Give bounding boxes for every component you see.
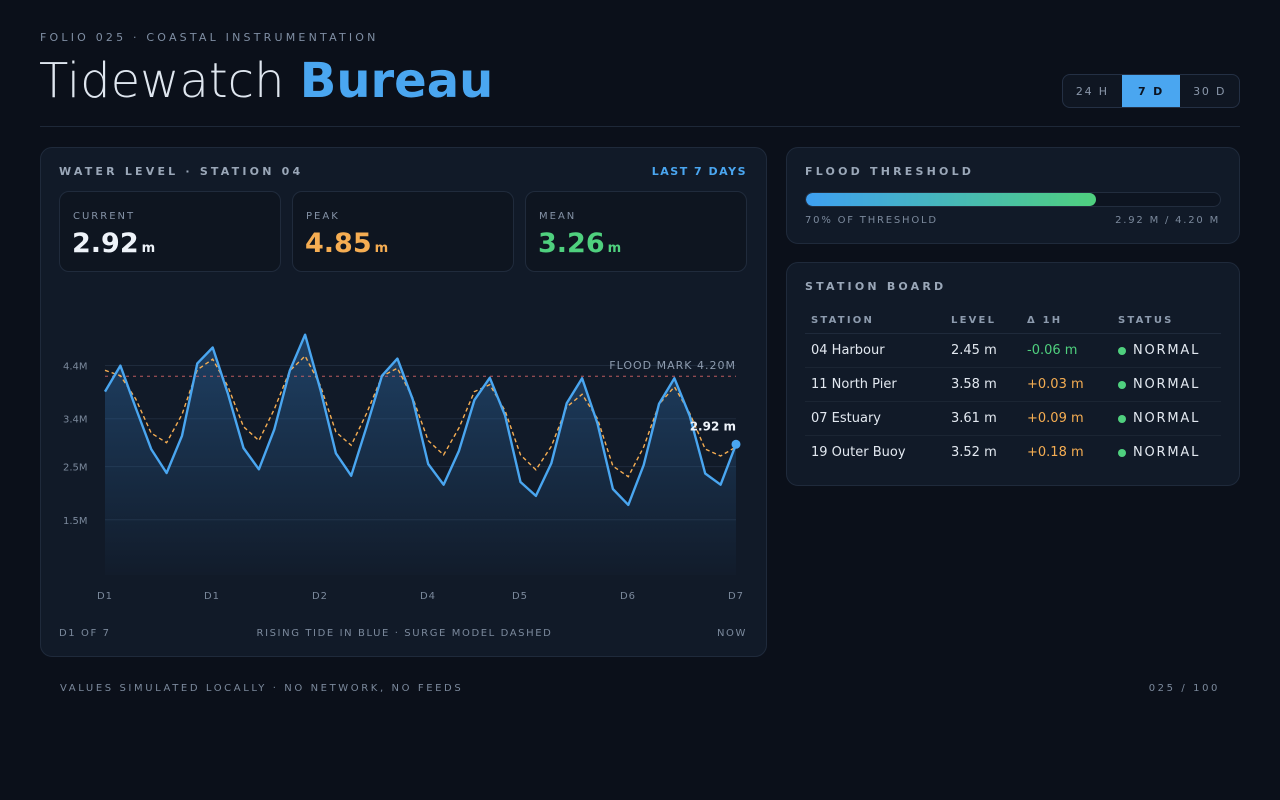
status-label: NORMAL — [1133, 342, 1201, 358]
title-bold: Bureau — [299, 53, 494, 109]
stat-mean-unit: m — [607, 241, 622, 256]
chart-footer-left: D1 OF 7 — [59, 628, 111, 639]
flood-progress-bar — [805, 192, 1221, 207]
x-tick-label: D4 — [420, 591, 436, 602]
status-label: NORMAL — [1133, 444, 1201, 460]
status-dot-icon — [1118, 380, 1126, 389]
x-tick-label: D6 — [620, 591, 636, 602]
station-board-heading: STATION BOARD — [805, 280, 947, 293]
flood-caption-left: 70% OF THRESHOLD — [805, 215, 938, 226]
stat-peak-value: 4.85 m — [305, 228, 388, 259]
page-footer-folio: 025 / 100 — [1148, 683, 1220, 694]
stat-current-value: 2.92 m — [72, 228, 155, 259]
water-level-card: WATER LEVEL · STATION 04 LAST 7 DAYS CUR… — [40, 147, 767, 657]
station-level: 3.58 m — [945, 367, 1021, 402]
range-7d-button[interactable]: 7 D — [1121, 75, 1181, 107]
station-status: NORMAL — [1112, 401, 1221, 436]
station-delta: -0.06 m — [1021, 333, 1112, 368]
station-level: 3.61 m — [945, 401, 1021, 436]
stat-peak-number: 4.85 — [305, 228, 372, 259]
range-24h-button[interactable]: 24 H — [1075, 84, 1109, 98]
y-tick-label: 4.4M — [63, 362, 88, 373]
current-point — [731, 439, 741, 449]
stat-mean-number: 3.26 — [538, 228, 605, 259]
station-delta: +0.18 m — [1027, 444, 1084, 460]
column-header-status: STATUS — [1112, 309, 1221, 334]
stat-mean: MEAN 3.26 m — [525, 191, 747, 272]
stat-current-label: CURRENT — [73, 211, 136, 222]
x-tick-label: D1 — [97, 591, 113, 602]
station-name: 04 Harbour — [805, 333, 945, 368]
folio-label: FOLIO 025 · COASTAL INSTRUMENTATION — [40, 31, 379, 44]
column-header-station: STATION — [805, 309, 945, 334]
status-dot-icon — [1118, 448, 1126, 457]
title-light: Tidewatch — [39, 53, 285, 109]
rising-tide-line — [103, 333, 738, 507]
station-board-card: STATION BOARD STATION LEVEL Δ 1H STATUS … — [786, 262, 1240, 486]
station-level: 3.52 m — [951, 444, 997, 460]
x-tick-label: D2 — [312, 591, 328, 602]
status-label: NORMAL — [1133, 376, 1201, 392]
station-name: 19 Outer Buoy — [811, 444, 906, 460]
stat-peak-label: PEAK — [306, 211, 340, 222]
column-header-delta: Δ 1H — [1021, 309, 1112, 334]
station-status: NORMAL — [1112, 435, 1221, 469]
stat-current-number: 2.92 — [72, 228, 139, 259]
station-status: NORMAL — [1112, 333, 1221, 368]
stat-mean-label: MEAN — [539, 211, 577, 222]
x-tick-label: D5 — [512, 591, 528, 602]
page-title: Tidewatch Bureau — [39, 52, 493, 110]
chart-footer-legend: RISING TIDE IN BLUE · SURGE MODEL DASHED — [256, 628, 553, 639]
surge-model-line — [104, 354, 737, 478]
page-footer-note: VALUES SIMULATED LOCALLY · NO NETWORK, N… — [60, 683, 464, 694]
flood-threshold-card: FLOOD THRESHOLD 70% OF THRESHOLD 2.92 M … — [786, 147, 1240, 244]
station-status: NORMAL — [1112, 367, 1221, 402]
station-name: 07 Estuary — [805, 401, 945, 436]
station-delta: +0.03 m — [1021, 367, 1112, 402]
water-level-heading: WATER LEVEL · STATION 04 — [59, 165, 304, 178]
table-row[interactable]: 11 North Pier 3.58 m +0.03 m NORMAL — [805, 367, 1221, 402]
x-tick-label: D7 — [728, 591, 744, 602]
current-value-label: 2.92 m — [690, 419, 736, 433]
y-tick-label: 1.5M — [63, 516, 88, 527]
table-row[interactable]: 07 Estuary 3.61 m +0.09 m NORMAL — [805, 401, 1221, 436]
station-table: STATION LEVEL Δ 1H STATUS 04 Harbour 2.4… — [805, 309, 1221, 469]
y-tick-label: 2.5M — [63, 463, 88, 474]
stat-peak: PEAK 4.85 m — [292, 191, 514, 272]
table-header-row: STATION LEVEL Δ 1H STATUS — [805, 309, 1221, 334]
station-name: 11 North Pier — [805, 367, 945, 402]
status-dot-icon — [1118, 414, 1126, 423]
stat-current-unit: m — [141, 241, 156, 256]
table-row[interactable]: 04 Harbour 2.45 m -0.06 m NORMAL — [805, 333, 1221, 368]
flood-progress-fill — [806, 193, 1096, 206]
tide-area — [105, 334, 736, 575]
station-delta: +0.09 m — [1021, 401, 1112, 436]
status-label: NORMAL — [1133, 410, 1201, 426]
period-label: LAST 7 DAYS — [651, 165, 747, 178]
status-dot-icon — [1118, 346, 1126, 355]
flood-threshold-heading: FLOOD THRESHOLD — [805, 165, 975, 178]
chart-footer-right: NOW — [716, 628, 747, 639]
column-header-level: LEVEL — [945, 309, 1021, 334]
x-tick-label: D1 — [204, 591, 220, 602]
flood-caption-right: 2.92 M / 4.20 M — [1115, 215, 1220, 226]
stat-peak-unit: m — [374, 241, 389, 256]
table-row[interactable]: 19 Outer Buoy 3.52 m +0.18 m NORMAL — [805, 435, 1221, 469]
range-30d-button[interactable]: 30 D — [1193, 84, 1227, 98]
header-divider — [40, 126, 1240, 127]
range-toggle: 24 H 7 D 30 D — [1062, 74, 1240, 108]
stat-mean-value: 3.26 m — [538, 228, 621, 259]
stat-current: CURRENT 2.92 m — [59, 191, 281, 272]
water-level-chart: FLOOD MARK 4.20M 2.92 m 4.4M 3.4M 2.5M 1.5M… — [63, 333, 744, 602]
y-tick-label: 3.4M — [63, 415, 88, 426]
flood-mark-label: FLOOD MARK 4.20M — [609, 359, 736, 372]
station-level: 2.45 m — [945, 333, 1021, 368]
